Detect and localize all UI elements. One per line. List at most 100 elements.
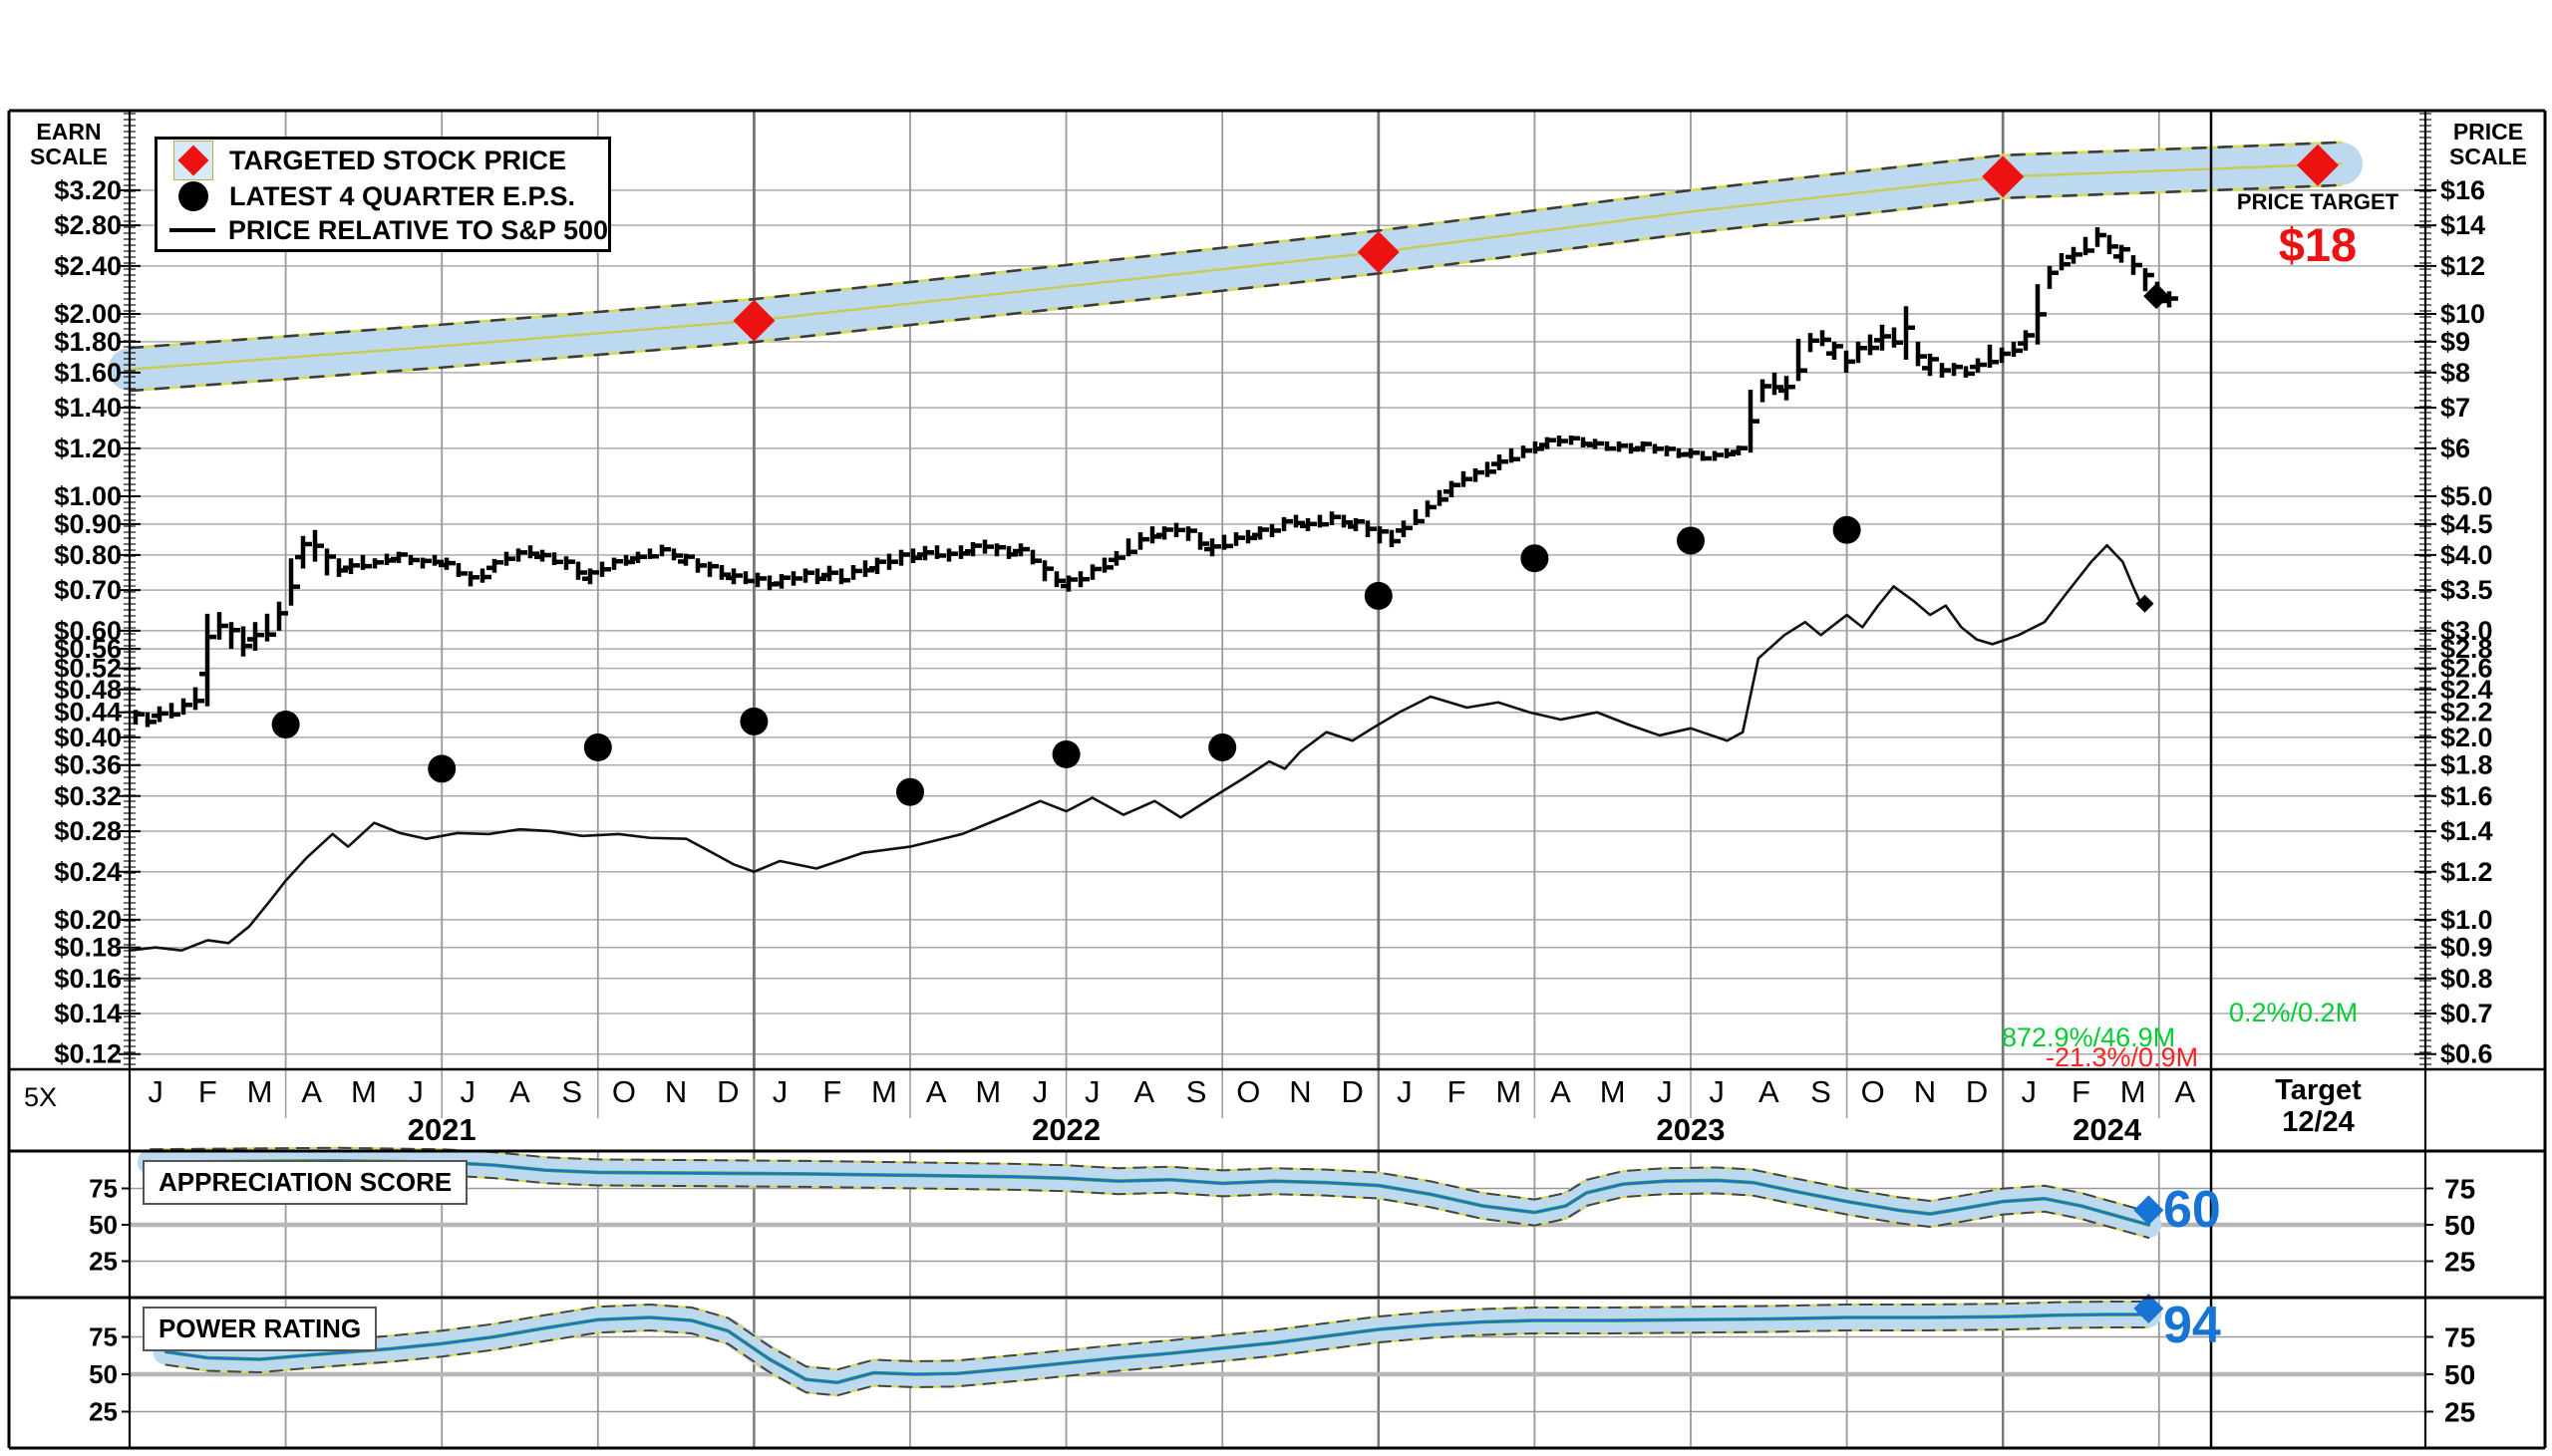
svg-text:2022: 2022: [1032, 1112, 1101, 1147]
svg-text:25: 25: [2444, 1247, 2475, 1278]
svg-text:D: D: [1342, 1074, 1364, 1109]
svg-text:$14: $14: [2440, 210, 2485, 240]
svg-text:$0.8: $0.8: [2440, 964, 2493, 994]
price-target-label: PRICE TARGET: [2236, 189, 2399, 214]
price-relative-end-diamond: [2135, 594, 2154, 613]
eps-dot: [583, 732, 612, 761]
earn-scale-title: EARN SCALE: [9, 120, 129, 169]
svg-text:2024: 2024: [2073, 1112, 2142, 1147]
svg-text:S: S: [1810, 1074, 1831, 1109]
svg-text:25: 25: [89, 1247, 118, 1277]
svg-text:$16: $16: [2440, 175, 2485, 205]
svg-text:$5.0: $5.0: [2440, 481, 2493, 511]
svg-text:O: O: [612, 1074, 636, 1109]
svg-text:F: F: [1447, 1074, 1466, 1109]
svg-text:$0.80: $0.80: [54, 540, 122, 570]
svg-text:D: D: [717, 1074, 739, 1109]
svg-text:$0.36: $0.36: [54, 750, 122, 780]
eps-dot: [1520, 544, 1549, 573]
svg-text:$0.24: $0.24: [54, 857, 122, 887]
price-scale-title-line1: PRICE: [2452, 119, 2524, 145]
svg-text:$3.0: $3.0: [2440, 616, 2493, 646]
volume-annotation-red: -21.3%/0.9M: [2046, 1042, 2199, 1072]
svg-text:50: 50: [89, 1359, 118, 1389]
svg-text:$4.0: $4.0: [2440, 540, 2493, 570]
svg-text:$0.52: $0.52: [54, 654, 122, 684]
svg-text:$1.8: $1.8: [2440, 750, 2493, 780]
target-price-diamond: [2297, 144, 2340, 186]
svg-text:$6: $6: [2440, 434, 2470, 463]
eps-dot: [1364, 581, 1393, 610]
svg-text:$0.12: $0.12: [54, 1039, 122, 1069]
svg-text:$2.6: $2.6: [2440, 654, 2493, 684]
svg-text:$2.8: $2.8: [2440, 634, 2493, 664]
svg-text:J: J: [773, 1074, 789, 1109]
eps-dot: [1208, 732, 1237, 761]
eps-dot: [271, 711, 300, 739]
scale-multiplier-label: 5X: [24, 1082, 58, 1112]
earn-scale-title-line1: EARN: [36, 119, 102, 145]
svg-text:$0.60: $0.60: [54, 616, 122, 646]
eps-dot: [740, 707, 769, 735]
svg-text:$1.80: $1.80: [54, 327, 122, 357]
power-rating-title: POWER RATING: [143, 1307, 378, 1351]
svg-text:$3.20: $3.20: [54, 175, 122, 205]
svg-text:$1.0: $1.0: [2440, 905, 2493, 935]
legend-label: PRICE RELATIVE TO S&P 500: [227, 214, 608, 245]
svg-text:A: A: [509, 1074, 530, 1109]
svg-text:S: S: [1186, 1074, 1207, 1109]
svg-text:A: A: [2175, 1074, 2196, 1109]
svg-text:M: M: [1600, 1074, 1626, 1109]
target-column-label: Target 12/24: [2211, 1074, 2425, 1138]
svg-text:N: N: [1289, 1074, 1311, 1109]
price-target-value: $18: [2278, 218, 2358, 271]
svg-text:$0.16: $0.16: [54, 964, 122, 994]
legend-label: LATEST 4 QUARTER E.P.S.: [229, 180, 576, 211]
svg-text:50: 50: [2444, 1210, 2475, 1241]
legend-label: TARGETED STOCK PRICE: [229, 145, 567, 175]
target-price-diamond: [1357, 230, 1400, 273]
svg-text:J: J: [1397, 1074, 1413, 1109]
svg-text:$0.32: $0.32: [54, 781, 122, 811]
svg-text:F: F: [198, 1074, 217, 1109]
svg-text:A: A: [301, 1074, 322, 1109]
svg-text:$2.0: $2.0: [2440, 723, 2493, 752]
svg-text:2023: 2023: [1657, 1112, 1726, 1147]
svg-text:$7: $7: [2440, 393, 2470, 423]
target-price-diamond: [733, 299, 776, 342]
legend-item-target-price: TARGETED STOCK PRICE: [158, 141, 608, 180]
svg-text:$0.90: $0.90: [54, 509, 122, 539]
volume-annotation-green-2: 0.2%/0.2M: [2229, 998, 2359, 1027]
eps-dot: [1677, 526, 1705, 555]
svg-text:$0.48: $0.48: [54, 675, 122, 705]
svg-text:$0.9: $0.9: [2440, 933, 2493, 963]
svg-text:75: 75: [89, 1174, 118, 1204]
price-scale-title-line2: SCALE: [2449, 144, 2527, 169]
svg-text:A: A: [1134, 1074, 1155, 1109]
appreciation-end-diamond: [2133, 1195, 2164, 1226]
svg-text:$0.40: $0.40: [54, 723, 122, 752]
svg-text:O: O: [1861, 1074, 1885, 1109]
power-end-diamond: [2133, 1294, 2164, 1323]
svg-text:25: 25: [2444, 1397, 2475, 1428]
svg-text:$10: $10: [2440, 299, 2485, 329]
svg-text:25: 25: [89, 1397, 118, 1427]
svg-text:$0.14: $0.14: [54, 999, 122, 1028]
target-column-line2: 12/24: [2282, 1106, 2355, 1138]
svg-text:$1.2: $1.2: [2440, 857, 2493, 887]
svg-text:$0.28: $0.28: [54, 816, 122, 846]
svg-text:2021: 2021: [408, 1112, 477, 1147]
svg-text:A: A: [926, 1074, 947, 1109]
svg-text:$9: $9: [2440, 327, 2470, 357]
svg-text:F: F: [822, 1074, 841, 1109]
svg-text:J: J: [1085, 1074, 1101, 1109]
svg-text:50: 50: [2444, 1359, 2475, 1390]
svg-text:75: 75: [2444, 1174, 2475, 1205]
svg-text:$0.6: $0.6: [2440, 1039, 2493, 1069]
svg-text:$2.2: $2.2: [2440, 698, 2493, 728]
svg-text:$1.4: $1.4: [2440, 816, 2493, 846]
svg-text:$2.00: $2.00: [54, 299, 122, 329]
svg-text:$0.7: $0.7: [2440, 999, 2493, 1028]
appreciation-score-title: APPRECIATION SCORE: [143, 1160, 469, 1205]
